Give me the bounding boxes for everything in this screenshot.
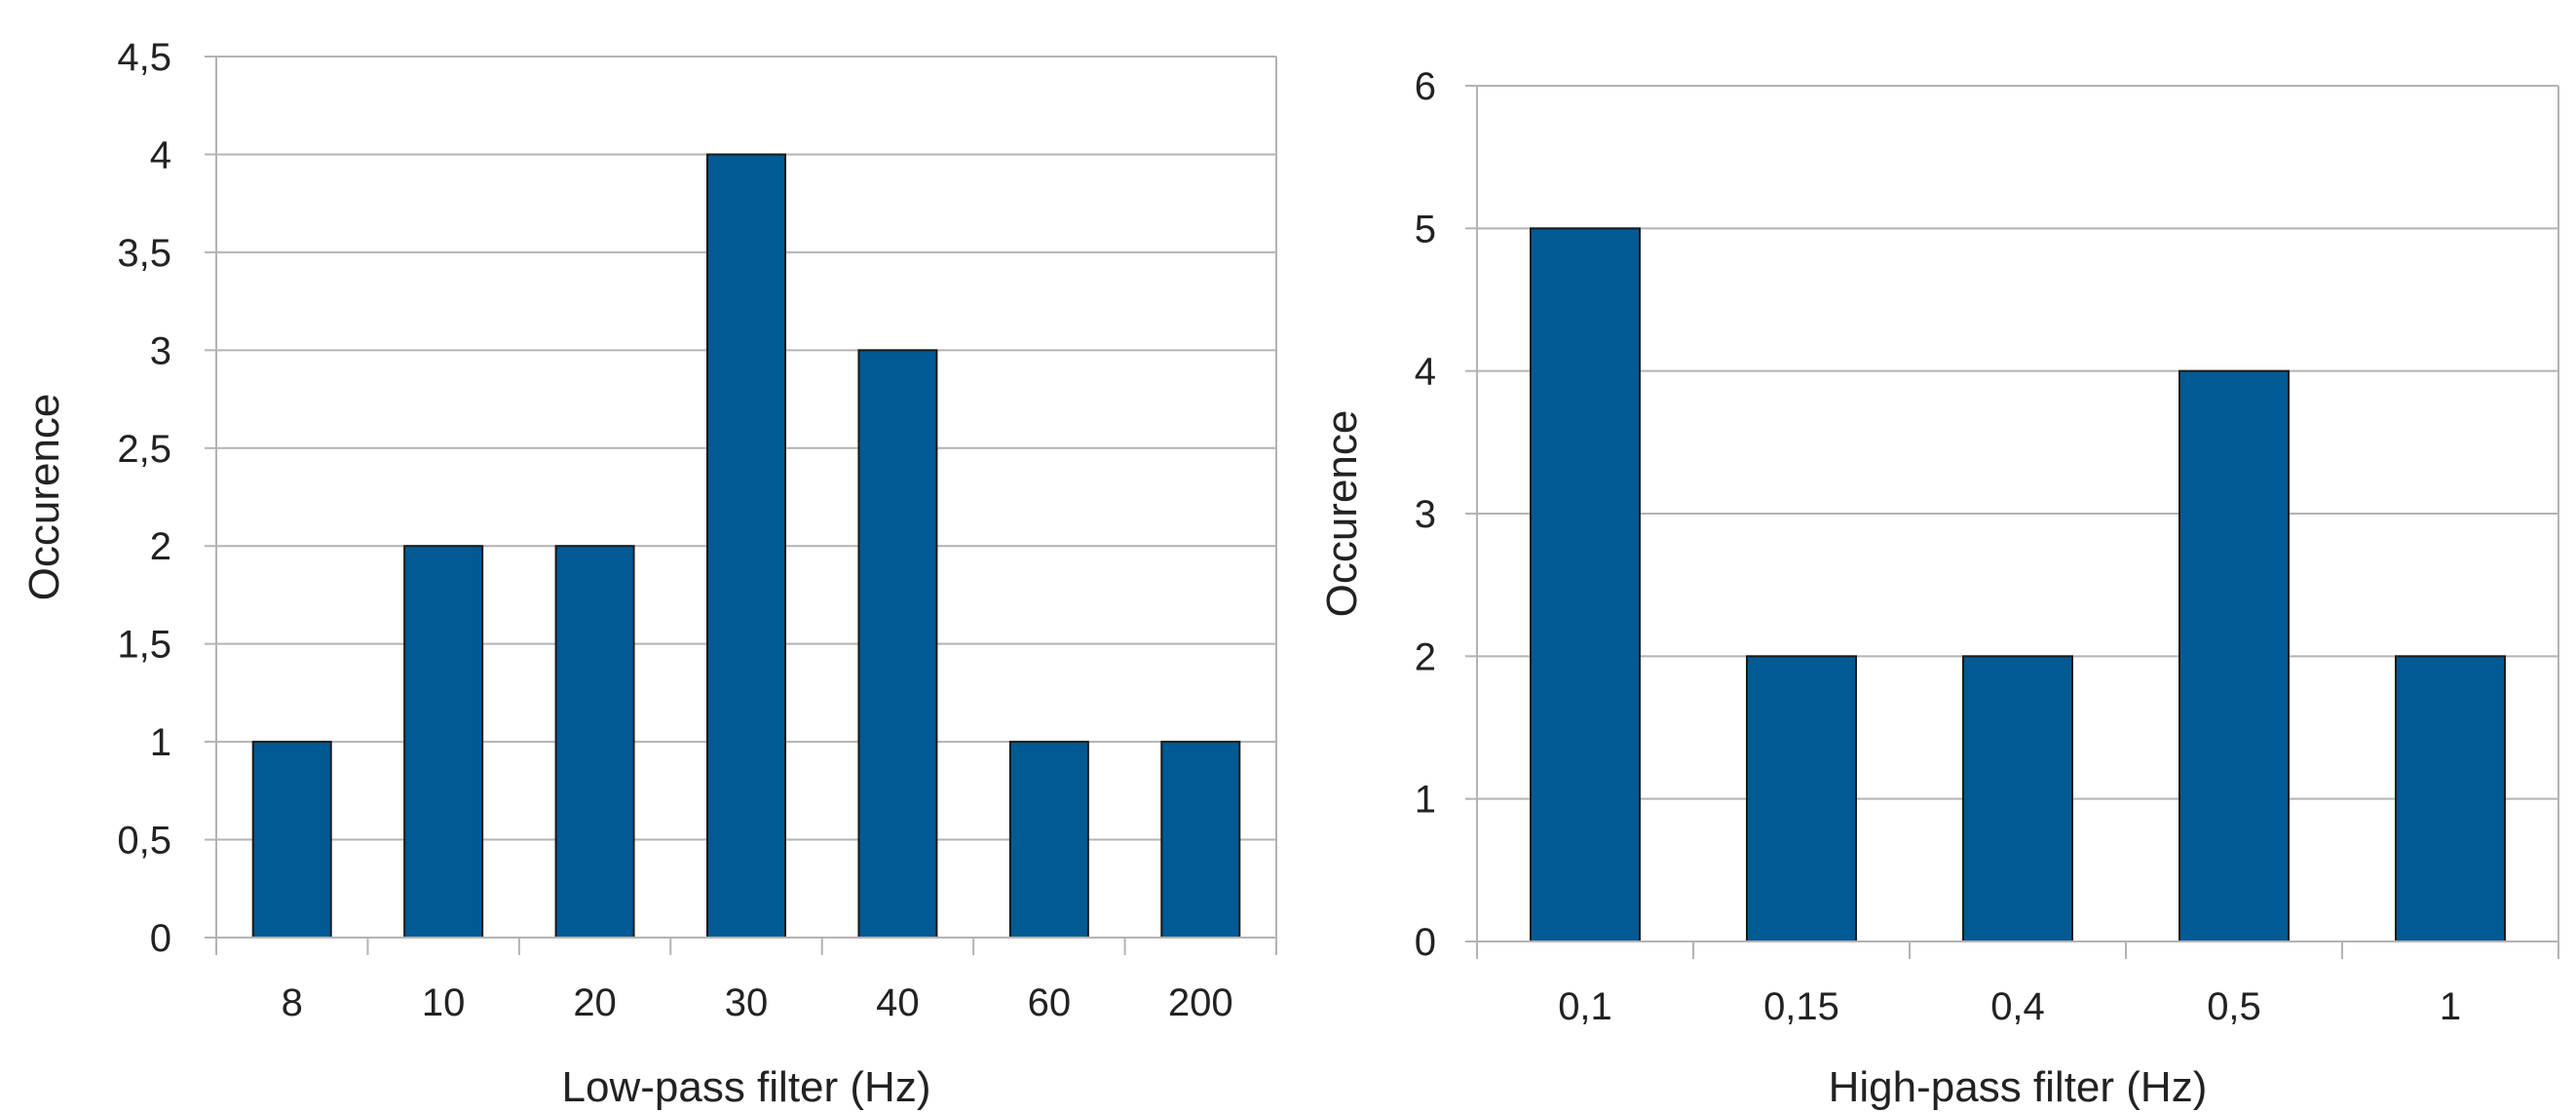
- bar: [2395, 655, 2506, 942]
- x-tick-label: 10: [422, 981, 466, 1024]
- y-axis-title: Occurence: [20, 394, 68, 601]
- y-tick-label: 0: [1415, 921, 1436, 964]
- y-tick-label: 4: [1415, 351, 1436, 394]
- y-tick-label: 3: [150, 329, 171, 372]
- y-tick-label: 4,5: [117, 36, 171, 79]
- x-axis-title: Low-pass filter (Hz): [562, 1063, 931, 1111]
- y-tick-label: 2: [1415, 635, 1436, 678]
- y-tick-label: 0: [150, 917, 171, 960]
- y-tick-label: 1: [1415, 779, 1436, 822]
- x-tick-label: 0,15: [1763, 985, 1839, 1028]
- x-tick-label: 0,4: [1990, 985, 2045, 1028]
- x-tick-label: 1: [2440, 985, 2461, 1028]
- bar: [2178, 369, 2290, 942]
- y-tick-label: 3,5: [117, 232, 171, 275]
- x-tick-label: 20: [573, 981, 617, 1024]
- x-tick-label: 40: [876, 981, 920, 1024]
- y-tick-label: 2,5: [117, 428, 171, 471]
- y-tick-label: 1,5: [117, 624, 171, 667]
- y-tick-label: 1: [150, 721, 171, 764]
- low-pass-chart: 0 0,5 1 1,5 2 2,5 3 3,5 4 4,5 8 10 20 30 40 60 200 Low-pa…: [20, 36, 1277, 1111]
- x-tick-label: 0,1: [1558, 985, 1612, 1028]
- y-tick-label: 6: [1415, 65, 1436, 108]
- y-tick-label: 5: [1415, 208, 1436, 250]
- bar: [1160, 741, 1241, 939]
- bar: [1962, 655, 2073, 942]
- y-axis-title: Occurence: [1318, 410, 1366, 618]
- bar: [1530, 227, 1641, 943]
- bar: [251, 741, 332, 939]
- x-tick-label: 200: [1168, 981, 1233, 1024]
- y-tick-label: 2: [150, 525, 171, 568]
- bar: [403, 545, 484, 939]
- bar: [857, 349, 938, 940]
- bar: [706, 153, 786, 939]
- y-tick-label: 0,5: [117, 820, 171, 863]
- x-tick-label: 0,5: [2207, 985, 2261, 1028]
- bar: [1008, 741, 1089, 939]
- bar: [1746, 655, 1857, 942]
- y-tick-label: 4: [150, 134, 171, 176]
- bar: [554, 545, 635, 939]
- x-tick-label: 60: [1028, 981, 1072, 1024]
- x-tick-label: 30: [725, 981, 769, 1024]
- x-axis-title: High-pass filter (Hz): [1829, 1063, 2208, 1111]
- x-tick-label: 8: [282, 981, 303, 1024]
- y-tick-label: 3: [1415, 493, 1436, 536]
- high-pass-chart: 0 1 2 3 4 5 6 0,1 0,15 0,4 0,5 1 High-pass filter (H…: [1318, 65, 2559, 1111]
